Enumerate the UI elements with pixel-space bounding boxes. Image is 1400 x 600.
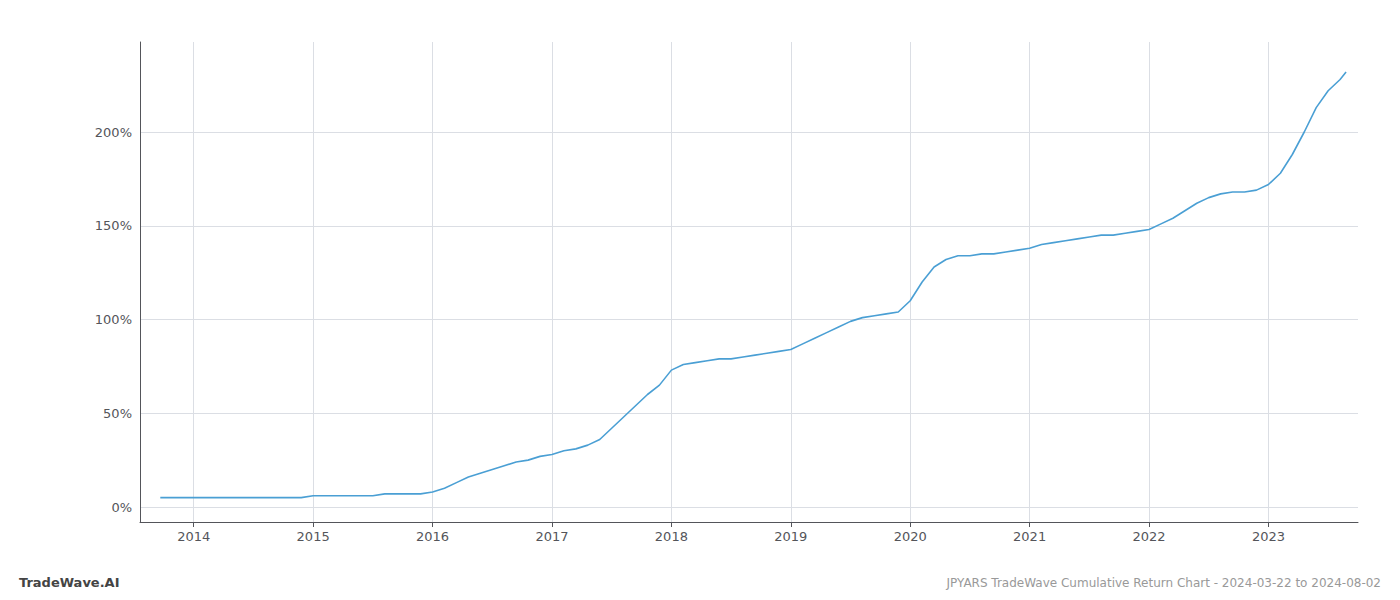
- svg-text:2015: 2015: [297, 529, 330, 544]
- svg-text:2016: 2016: [416, 529, 449, 544]
- svg-text:2021: 2021: [1013, 529, 1046, 544]
- svg-text:2020: 2020: [894, 529, 927, 544]
- svg-text:2018: 2018: [655, 529, 688, 544]
- svg-text:2019: 2019: [774, 529, 807, 544]
- svg-text:TradeWave.AI: TradeWave.AI: [19, 575, 120, 590]
- svg-text:2023: 2023: [1252, 529, 1285, 544]
- svg-text:100%: 100%: [95, 312, 132, 327]
- svg-text:150%: 150%: [95, 218, 132, 233]
- svg-text:50%: 50%: [103, 406, 132, 421]
- svg-text:2014: 2014: [177, 529, 210, 544]
- svg-text:0%: 0%: [111, 500, 132, 515]
- svg-text:2017: 2017: [535, 529, 568, 544]
- svg-text:200%: 200%: [95, 125, 132, 140]
- svg-text:JPYARS TradeWave Cumulative Re: JPYARS TradeWave Cumulative Return Chart…: [945, 576, 1381, 590]
- svg-text:2022: 2022: [1132, 529, 1165, 544]
